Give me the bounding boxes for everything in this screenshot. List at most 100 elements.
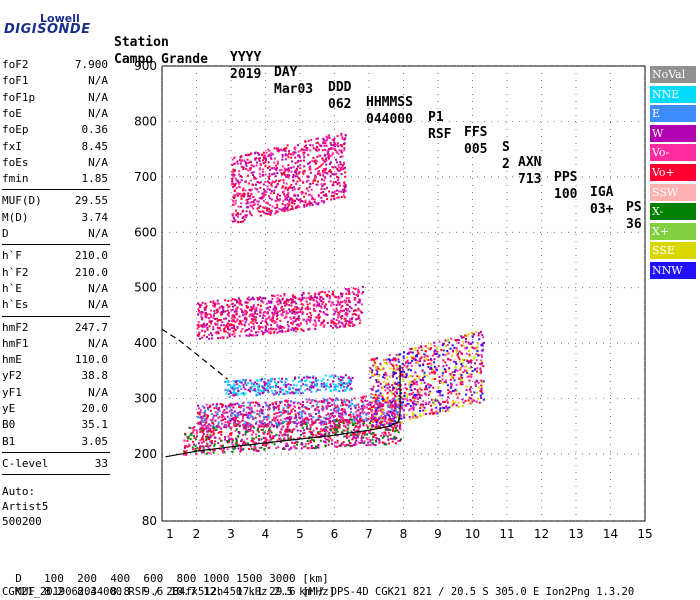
- echo-point: [329, 389, 332, 392]
- echo-point: [460, 335, 463, 338]
- echo-point: [314, 294, 316, 297]
- echo-point: [399, 439, 402, 442]
- echo-point: [280, 172, 283, 175]
- header-label-pps: PPS: [554, 170, 578, 185]
- echo-point: [259, 205, 262, 207]
- echo-point: [296, 422, 299, 425]
- echo-point: [460, 344, 463, 347]
- echo-point: [337, 406, 340, 409]
- echo-point: [383, 443, 386, 446]
- echo-point: [252, 207, 255, 210]
- echo-point: [287, 417, 290, 420]
- echo-point: [249, 212, 252, 215]
- echo-point: [337, 314, 340, 317]
- echo-point: [336, 409, 339, 412]
- echo-point: [447, 358, 450, 361]
- echo-point: [324, 142, 327, 145]
- echo-point: [216, 299, 219, 302]
- echo-point: [244, 430, 247, 433]
- echo-point: [401, 362, 404, 365]
- echo-point: [303, 435, 306, 438]
- echo-point: [290, 409, 293, 412]
- echo-point: [384, 401, 387, 404]
- echo-point: [288, 152, 291, 155]
- echo-point: [370, 358, 373, 361]
- echo-point: [340, 306, 343, 309]
- echo-point: [378, 402, 381, 404]
- echo-point: [208, 427, 211, 430]
- echo-point: [239, 308, 242, 310]
- echo-point: [392, 429, 394, 432]
- echo-point: [264, 439, 267, 442]
- echo-point: [379, 418, 382, 421]
- echo-point: [300, 300, 303, 303]
- echo-point: [276, 426, 279, 429]
- echo-point: [301, 391, 304, 394]
- echo-point: [391, 359, 394, 362]
- echo-point: [401, 373, 404, 376]
- header-value-ps: 36: [626, 217, 642, 232]
- echo-point: [197, 334, 200, 337]
- echo-point: [370, 411, 373, 414]
- echo-point: [395, 427, 397, 429]
- echo-point: [263, 377, 266, 380]
- echo-point: [331, 184, 334, 187]
- echo-point: [416, 375, 419, 378]
- echo-point: [321, 149, 324, 152]
- param-row: C-level 33: [2, 457, 108, 471]
- echo-point: [240, 202, 243, 205]
- echo-point: [354, 303, 357, 306]
- echo-point: [341, 136, 344, 139]
- echo-point: [354, 287, 357, 290]
- echo-point: [257, 383, 260, 386]
- echo-point: [461, 378, 463, 381]
- echo-point: [236, 162, 239, 165]
- echo-point: [381, 409, 384, 412]
- echo-point: [343, 435, 346, 438]
- param-name: hmE: [2, 353, 22, 367]
- echo-point: [267, 391, 270, 394]
- echo-point: [281, 297, 284, 300]
- echo-point: [278, 298, 281, 301]
- echo-point: [240, 405, 243, 407]
- echo-point: [295, 173, 298, 175]
- echo-point: [275, 406, 278, 409]
- echo-point: [332, 144, 335, 147]
- echo-point: [284, 198, 287, 201]
- echo-point: [246, 442, 249, 445]
- echo-point: [314, 325, 317, 328]
- echo-point: [287, 156, 290, 159]
- echo-point: [448, 391, 451, 393]
- echo-point: [279, 411, 282, 413]
- echo-point: [207, 447, 210, 450]
- echo-point: [184, 433, 187, 436]
- echo-point: [428, 401, 431, 404]
- echo-point: [294, 320, 297, 323]
- echo-point: [325, 428, 328, 431]
- echo-point: [364, 431, 367, 434]
- param-row: h`Es N/A: [2, 298, 108, 312]
- echo-point: [243, 423, 246, 426]
- echo-point: [313, 439, 315, 442]
- echo-point: [206, 416, 209, 419]
- echo-point: [330, 154, 333, 157]
- echo-point: [266, 306, 269, 309]
- echo-point: [226, 304, 229, 306]
- echo-point: [403, 394, 406, 397]
- echo-point: [290, 437, 293, 440]
- echo-point: [242, 427, 245, 430]
- echo-point: [350, 445, 353, 447]
- echo-point: [200, 427, 203, 430]
- echo-point: [447, 396, 450, 399]
- echo-point: [309, 385, 312, 388]
- echo-point: [409, 374, 412, 377]
- echo-point: [470, 342, 472, 345]
- echo-point: [430, 366, 433, 369]
- echo-point: [269, 153, 272, 156]
- param-value: 247.7: [74, 320, 108, 334]
- echo-point: [322, 434, 325, 437]
- echo-point: [287, 437, 290, 440]
- echo-point: [340, 173, 343, 176]
- echo-point: [311, 435, 314, 438]
- header-value-yyyy: 2019: [230, 67, 262, 82]
